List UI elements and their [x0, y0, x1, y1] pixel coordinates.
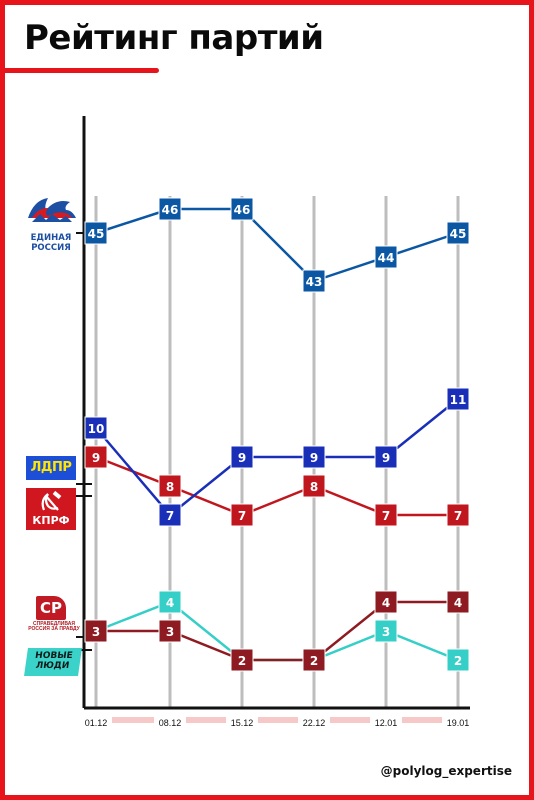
page-title: Рейтинг партий — [24, 18, 324, 58]
data-marker-er-1 — [158, 197, 182, 221]
data-marker-sr-2 — [230, 648, 254, 672]
x-tick-label-1: 08.12 — [159, 718, 182, 728]
data-label-kprf-2: 7 — [238, 509, 246, 523]
data-label-sr-1: 3 — [166, 625, 174, 639]
data-marker-sr-1 — [158, 619, 182, 643]
data-marker-ldpr-0 — [84, 416, 108, 440]
data-label-ldpr-5: 11 — [450, 393, 467, 407]
data-label-er-0: 45 — [88, 227, 105, 241]
bear-icon: ЕДИНАЯ РОССИЯ — [28, 198, 76, 253]
kprf-logo: КПРФ — [26, 488, 76, 530]
data-label-er-2: 46 — [234, 203, 251, 217]
data-marker-kprf-5 — [446, 503, 470, 527]
x-axis-band-2 — [258, 717, 298, 723]
data-label-nl-4: 3 — [382, 625, 390, 639]
data-marker-nl-4 — [374, 619, 398, 643]
data-marker-ldpr-4 — [374, 445, 398, 469]
sr-logo-text: СПРАВЕДЛИВАЯ РОССИЯ ЗА ПРАВДУ — [28, 621, 80, 632]
x-tick-label-4: 12.01 — [375, 718, 398, 728]
data-label-er-5: 45 — [450, 227, 467, 241]
data-marker-ldpr-3 — [302, 445, 326, 469]
data-marker-kprf-2 — [230, 503, 254, 527]
data-label-nl-5: 2 — [454, 654, 462, 668]
data-label-ldpr-0: 10 — [88, 422, 105, 436]
watermark: @polylog_expertise — [380, 764, 512, 778]
data-marker-ldpr-1 — [158, 503, 182, 527]
data-marker-kprf-0 — [84, 445, 108, 469]
data-label-kprf-4: 7 — [382, 509, 390, 523]
data-label-ldpr-2: 9 — [238, 451, 246, 465]
nl-logo-line1: НОВЫЕ — [34, 651, 74, 661]
data-label-sr-3: 2 — [310, 654, 318, 668]
series-line-er — [95, 207, 459, 283]
data-marker-kprf-3 — [302, 474, 326, 498]
data-label-er-3: 43 — [306, 275, 323, 289]
x-axis-band-3 — [330, 717, 370, 723]
data-marker-kprf-4 — [374, 503, 398, 527]
data-marker-er-4 — [374, 245, 398, 269]
data-marker-er-3 — [302, 269, 326, 293]
data-label-er-1: 46 — [162, 203, 179, 217]
data-label-kprf-3: 8 — [310, 480, 318, 494]
data-label-kprf-5: 7 — [454, 509, 462, 523]
data-marker-sr-0 — [84, 619, 108, 643]
x-tick-label-2: 15.12 — [231, 718, 254, 728]
data-label-sr-5: 4 — [454, 596, 462, 610]
data-label-nl-1: 4 — [166, 596, 174, 610]
data-marker-er-0 — [84, 221, 108, 245]
x-tick-label-0: 01.12 — [85, 718, 108, 728]
data-label-sr-4: 4 — [382, 596, 390, 610]
spravedlivaya-rossiya-logo: СР СПРАВЕДЛИВАЯ РОССИЯ ЗА ПРАВДУ — [26, 596, 82, 640]
x-tick-label-5: 19.01 — [447, 718, 470, 728]
x-axis-band-1 — [186, 717, 226, 723]
edinaya-rossiya-logo: ЕДИНАЯ РОССИЯ — [22, 188, 80, 260]
data-marker-sr-4 — [374, 590, 398, 614]
data-marker-sr-3 — [302, 648, 326, 672]
x-tick-label-3: 22.12 — [303, 718, 326, 728]
data-marker-ldpr-5 — [446, 387, 470, 411]
title-underline — [5, 68, 159, 73]
x-axis-band-4 — [402, 717, 442, 723]
series-line-ldpr — [95, 398, 459, 517]
er-logo-line1: ЕДИНАЯ — [31, 233, 72, 243]
data-label-er-4: 44 — [378, 251, 395, 265]
series-line-sr — [96, 600, 458, 662]
series-line-kprf — [95, 455, 458, 517]
hammer-sickle-icon — [41, 490, 62, 511]
data-label-ldpr-3: 9 — [310, 451, 318, 465]
data-marker-nl-1 — [158, 590, 182, 614]
data-label-kprf-0: 9 — [92, 451, 100, 465]
data-label-ldpr-4: 9 — [382, 451, 390, 465]
novye-lyudi-logo: НОВЫЕ ЛЮДИ — [24, 648, 82, 676]
data-label-ldpr-1: 7 — [166, 509, 174, 523]
data-label-sr-0: 3 — [92, 625, 100, 639]
ldpr-logo: ЛДПР — [26, 456, 76, 480]
data-marker-nl-5 — [446, 648, 470, 672]
data-label-kprf-1: 8 — [166, 480, 174, 494]
sr-logo-mark: СР — [36, 596, 66, 620]
er-logo-line2: РОССИЯ — [31, 243, 71, 253]
data-marker-kprf-1 — [158, 474, 182, 498]
x-axis-band-0 — [112, 717, 154, 723]
kprf-logo-text: КПРФ — [32, 514, 70, 527]
data-label-sr-2: 2 — [238, 654, 246, 668]
data-marker-ldpr-2 — [230, 445, 254, 469]
data-marker-er-2 — [230, 197, 254, 221]
nl-logo-line2: ЛЮДИ — [34, 661, 70, 671]
data-marker-er-5 — [446, 221, 470, 245]
data-marker-sr-5 — [446, 590, 470, 614]
